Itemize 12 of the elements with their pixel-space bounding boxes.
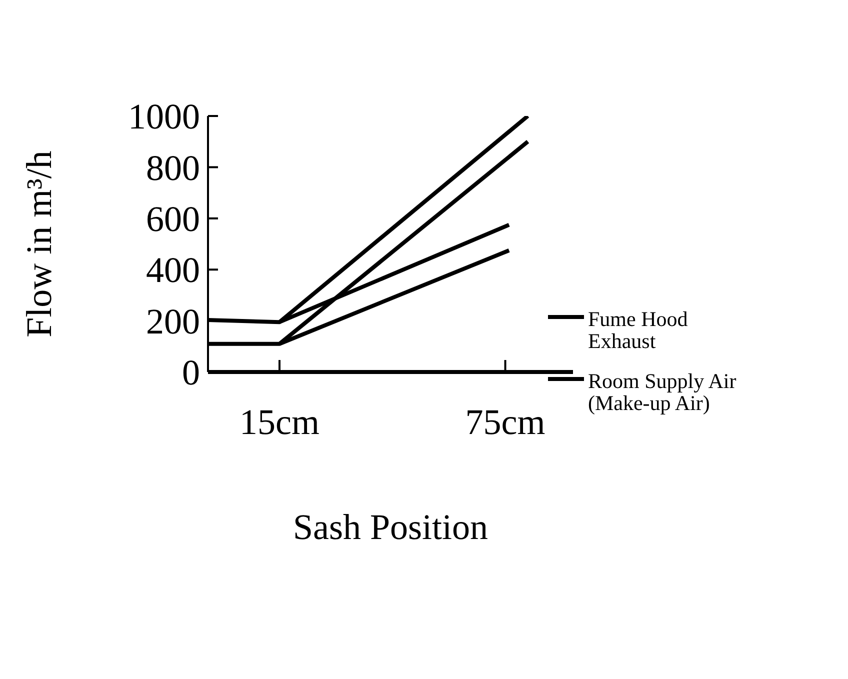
y-tick-label: 200: [146, 301, 200, 342]
legend-label: Room Supply Air (Make-up Air): [588, 369, 738, 415]
y-tick-label: 400: [146, 250, 200, 290]
x-axis-title: Sash Position: [292, 507, 488, 547]
x-tick-label: 75cm: [465, 402, 546, 442]
x-tick-label: 15cm: [240, 402, 320, 442]
legend-label: Fume Hood Exhaust: [588, 307, 689, 353]
y-tick-label: 600: [146, 199, 200, 239]
y-tick-label: 800: [146, 148, 200, 188]
y-tick-label: 1000: [128, 96, 200, 137]
y-axis-title: Flow in m³/h: [18, 150, 59, 338]
y-tick-label: 0: [182, 352, 200, 393]
